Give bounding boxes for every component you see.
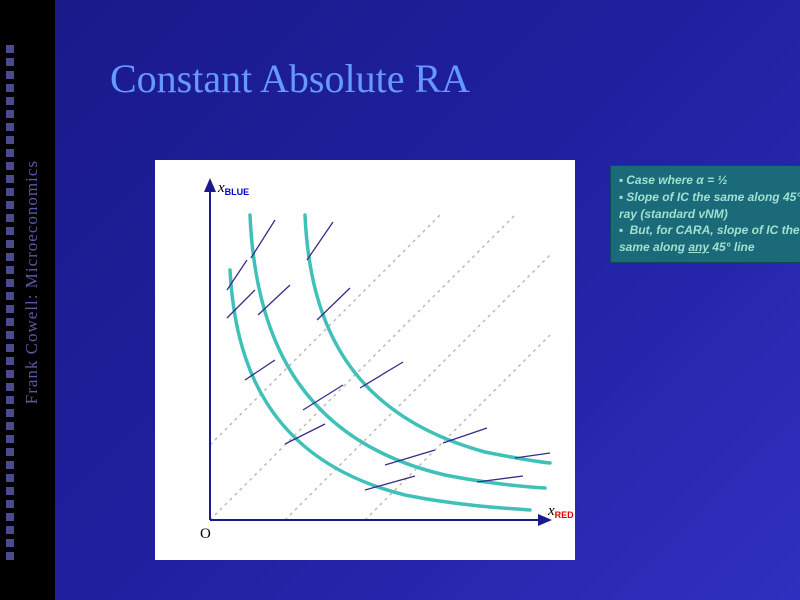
note-3b: 45° line	[709, 240, 755, 254]
note-line-1: Case where α = ½	[619, 172, 800, 189]
slide-title: Constant Absolute RA	[110, 55, 470, 102]
sidebar-decoration	[6, 45, 16, 585]
svg-text:O: O	[200, 526, 211, 542]
sidebar-author: Frank Cowell: Microeconomics	[22, 160, 42, 404]
slide-body: Constant Absolute RA OxBLUE xRED Case whe…	[55, 0, 800, 600]
chart-svg: OxBLUE xRED	[155, 160, 575, 560]
notes-box: Case where α = ½ Slope of IC the same al…	[610, 165, 800, 263]
chart: OxBLUE xRED	[155, 160, 575, 560]
svg-text:xRED: xRED	[547, 503, 574, 520]
note-3u: any	[688, 240, 709, 254]
svg-text:xBLUE: xBLUE	[217, 180, 249, 197]
note-line-2: Slope of IC the same along 45° ray (stan…	[619, 189, 800, 223]
note-line-3: But, for CARA, slope of IC the same alon…	[619, 222, 800, 256]
